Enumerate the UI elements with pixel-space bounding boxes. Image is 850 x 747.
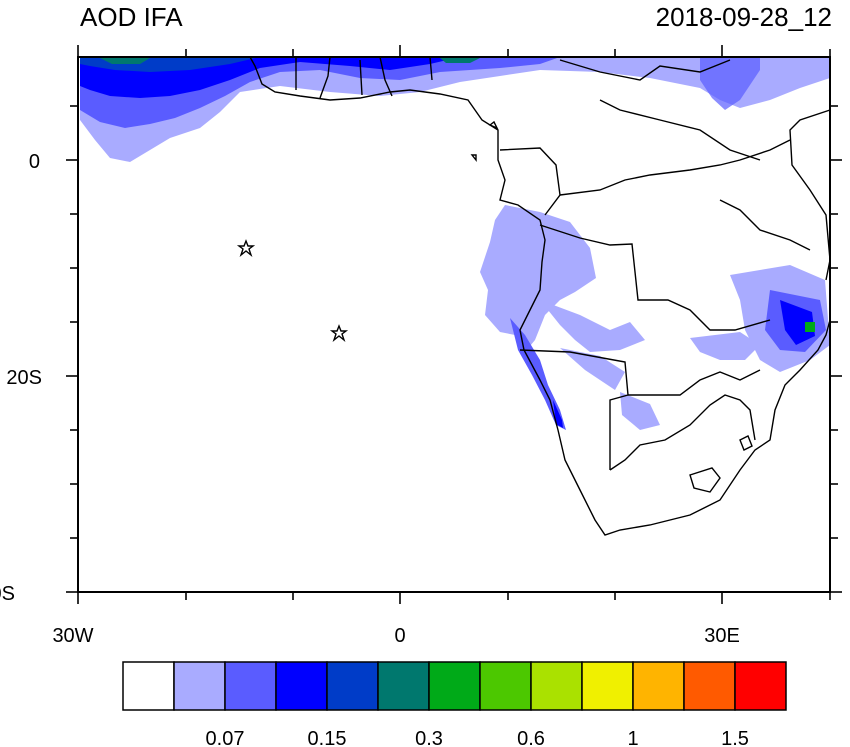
- x-label-30w: 30W: [52, 625, 93, 647]
- x-label-30e: 30E: [704, 625, 740, 647]
- island-star: [236, 239, 256, 258]
- island-markers: [236, 239, 349, 343]
- colorbar-box: [122, 661, 175, 711]
- colorbar-label: 0.3: [415, 728, 443, 747]
- colorbar-box: [479, 661, 532, 711]
- colorbar-label: 1.5: [721, 728, 749, 747]
- colorbar-box: [326, 661, 379, 711]
- colorbar: 0.07 0.15 0.3 0.6 1 1.5: [122, 661, 787, 747]
- map-title: AOD IFA: [80, 2, 183, 32]
- colorbar-box: [275, 661, 328, 711]
- y-label-0: 0: [29, 151, 40, 173]
- colorbar-box: [632, 661, 685, 711]
- axis-ticks: [66, 45, 842, 604]
- colorbar-box: [428, 661, 481, 711]
- colorbar-box: [173, 661, 226, 711]
- colorbar-box: [530, 661, 583, 711]
- colorbar-label: 1: [627, 728, 638, 747]
- map-datetime: 2018-09-28_12: [655, 2, 832, 32]
- colorbar-box: [224, 661, 277, 711]
- colorbar-label: 0.15: [308, 728, 347, 747]
- map-frame: [77, 56, 831, 593]
- x-label-0: 0: [394, 625, 405, 647]
- aod-field: [80, 57, 830, 430]
- colorbar-box: [581, 661, 634, 711]
- colorbar-box: [683, 661, 736, 711]
- coastlines: [249, 56, 831, 536]
- colorbar-label: 0.07: [206, 728, 245, 747]
- island-star: [329, 324, 349, 343]
- y-label-40s: 40S: [0, 583, 15, 605]
- colorbar-label: 0.6: [517, 728, 545, 747]
- y-label-20s: 20S: [6, 367, 42, 389]
- colorbar-box: [734, 661, 787, 711]
- colorbar-box: [377, 661, 430, 711]
